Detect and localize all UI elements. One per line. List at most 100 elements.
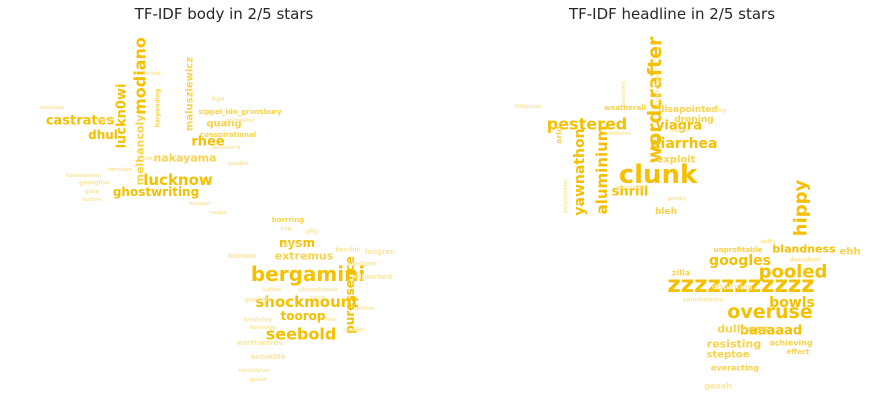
word-0-8: nysm (279, 236, 315, 250)
word-1-40: plonky (668, 196, 688, 202)
word-1-17: resisting (707, 338, 761, 351)
word-0-39: hostonge (250, 325, 277, 331)
word-0-46: goop (85, 189, 99, 195)
word-1-42: sennheisers (683, 297, 724, 304)
word-1-5: aluminium (593, 126, 611, 215)
word-1-1: zzzzzzzzzzz (667, 272, 814, 298)
word-0-47: buchte (82, 197, 102, 203)
word-0-21: borrring (272, 216, 305, 224)
word-0-35: streak (143, 71, 162, 77)
word-0-56: ludlam (262, 287, 281, 293)
word-0-54: hbp (281, 226, 292, 232)
word-1-27: achieving (769, 339, 813, 348)
word-1-10: bowls (769, 295, 815, 311)
word-1-16: dullness (717, 323, 769, 336)
word-0-29: hindsley (244, 317, 273, 324)
word-1-31: dispiriting (712, 283, 753, 291)
word-1-32: geoah (704, 382, 732, 391)
word-1-26: zilla (672, 269, 690, 278)
word-1-37: plotholes (605, 131, 631, 137)
word-0-15: quang (206, 119, 241, 130)
word-0-33: goldwater (226, 118, 255, 124)
word-0-49: geobels (245, 297, 272, 304)
word-1-23: bleh (655, 207, 677, 217)
word-1-36: wilts (760, 239, 777, 246)
word-0-12: dhul (88, 128, 118, 142)
word-0-42: ryrie (139, 156, 153, 162)
word-0-34: georghiu (79, 180, 109, 187)
word-0-9: puressence (343, 256, 357, 333)
word-0-10: rhee (191, 135, 224, 150)
word-0-50: reissued (40, 105, 64, 111)
chart-panel-headline: TF-IDF headline in 2/5 stars clunk zzzzzz… (448, 0, 896, 416)
word-1-18: steptoe (706, 350, 749, 361)
word-1-34: scratched (655, 73, 662, 106)
word-1-33: maciek (670, 128, 691, 134)
word-0-37: loki (326, 317, 336, 323)
word-0-30: earthwards (237, 339, 282, 347)
word-0-25: afty (305, 229, 319, 236)
word-0-43: aimsworld (211, 145, 241, 151)
word-1-38: cushions (621, 82, 627, 107)
word-1-29: effect (787, 348, 810, 356)
word-1-30: unprofitable (714, 246, 763, 254)
word-0-48: hercules (108, 167, 132, 173)
word-0-41: yeddah (228, 161, 249, 167)
word-0-7: castrates (46, 114, 115, 129)
chart-title: TF-IDF headline in 2/5 stars (568, 5, 776, 23)
word-0-17: melhancoly (134, 115, 147, 186)
word-1-24: ehh (839, 247, 860, 258)
word-0-40: nachtdylan (238, 368, 270, 374)
word-1-11: baaaaad (740, 324, 802, 339)
word-1-25: weatherall (604, 104, 646, 112)
word-0-51: coochy (282, 242, 302, 248)
word-0-36: macht (97, 117, 115, 123)
word-0-22: ludgren (365, 248, 396, 256)
word-0-26: bendini (335, 247, 360, 254)
word-1-41: decadent (789, 257, 821, 264)
word-1-44: lilliputian (515, 104, 542, 110)
word-0-1: modiano (131, 37, 150, 115)
word-0-6: ghostwriting (113, 185, 199, 199)
word-1-9: diarrhea (651, 136, 718, 152)
word-0-27: alestorm (347, 261, 377, 268)
word-0-19: conspirational (200, 131, 256, 139)
word-0-57: quent (250, 377, 267, 383)
word-1-7: yawnathon (572, 128, 588, 215)
word-1-43: impossible (616, 185, 647, 191)
word-1-2: pooled (759, 262, 828, 283)
wordcloud-body: bergamini modiano lucknow shockmount seebold… (40, 37, 396, 383)
word-0-18: sippel_ido_gronsbury (198, 108, 282, 116)
word-1-6: pestered (547, 115, 628, 134)
word-0-4: seebold (266, 325, 337, 344)
word-1-28: overacting (711, 364, 759, 373)
word-0-0: bergamini (251, 262, 365, 286)
word-0-45: dumont (189, 201, 211, 207)
word-0-44: kaberdasher (66, 173, 102, 179)
word-0-32: ukcustomer (298, 287, 338, 294)
word-1-3: overuse (727, 301, 812, 323)
word-0-23: adjourned (352, 273, 392, 281)
word-0-38: asako (344, 327, 364, 334)
word-1-21: droning (674, 115, 713, 125)
word-1-14: shrill (612, 185, 649, 200)
word-0-3: shockmount (255, 293, 358, 311)
word-0-5: luckn0wi (115, 84, 130, 149)
word-0-55: sousa (310, 295, 326, 301)
word-0-2: lucknow (143, 171, 213, 189)
word-1-35: polystyrene (563, 179, 569, 213)
chart-panel-body: TF-IDF body in 2/5 stars bergamini modian… (40, 5, 396, 383)
word-1-8: googles (709, 253, 771, 269)
word-1-22: arid (555, 126, 564, 144)
word-0-52: splitter (354, 306, 375, 312)
word-0-31: ontokillo (251, 353, 286, 361)
word-0-14: malusziewicz (185, 57, 196, 131)
word-0-16: extremus (275, 250, 334, 263)
word-0-11: toorop (281, 309, 326, 323)
word-1-15: blandness (772, 243, 836, 256)
word-1-20: disapointed (658, 105, 718, 115)
word-0-13: nakayama (153, 152, 216, 165)
word-0-24: bga (212, 96, 225, 103)
chart-title: TF-IDF body in 2/5 stars (134, 5, 314, 23)
